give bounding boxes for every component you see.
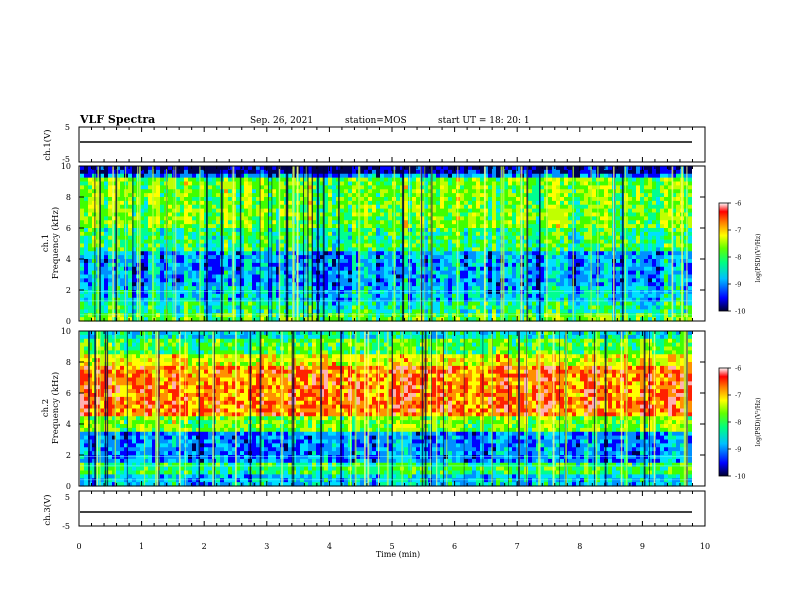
- ch2-colorbar: -6 -7 -8 -9 -10 log(PSD)(V²/Hz): [719, 365, 762, 481]
- ch1-voltage-panel: [79, 127, 705, 162]
- ch2-freq-ylabel: ch.2Frequency (kHz): [41, 372, 61, 444]
- ch1-voltage-ylabel: ch.1(V): [42, 129, 53, 160]
- colorbar-tick-label: -10: [735, 308, 745, 316]
- station-label: station=MOS: [345, 116, 407, 126]
- ch3-ytick-top: 5: [65, 493, 70, 502]
- ch1-colorbar-label: log(PSD)(V²/Hz): [755, 234, 762, 283]
- colorbar-tick-label: -8: [735, 254, 741, 262]
- ch1-colorbar: -6 -7 -8 -9 -10 log(PSD)(V²/Hz): [719, 200, 762, 316]
- colorbar-tick-label: -9: [735, 281, 741, 289]
- x-tick-label: 0: [76, 542, 81, 551]
- ch3-voltage-panel: [79, 491, 705, 526]
- start-time-label: start UT = 18: 20: 1: [438, 116, 530, 126]
- colorbar-tick-label: -6: [735, 200, 741, 208]
- ch2-spectrogram: [80, 331, 705, 487]
- chart-title: VLF Spectra: [79, 113, 155, 126]
- x-tick-label: 10: [700, 542, 710, 551]
- ch2-colorbar-label: log(PSD)(V²/Hz): [755, 398, 762, 447]
- x-tick-label: 8: [577, 542, 582, 551]
- freq-tick-label: 0: [66, 317, 71, 326]
- ch1-spectrogram: [80, 166, 705, 322]
- freq-tick-label: 6: [66, 224, 71, 233]
- x-tick-label: 2: [202, 542, 207, 551]
- x-tick-label: 7: [515, 542, 520, 551]
- freq-tick-label: 0: [66, 482, 71, 491]
- freq-tick-label: 6: [66, 389, 71, 398]
- freq-tick-label: 2: [66, 286, 71, 295]
- x-tick-label: 9: [640, 542, 645, 551]
- x-tick-label: 4: [327, 542, 332, 551]
- colorbar-tick-label: -9: [735, 446, 741, 454]
- x-tick-label: 6: [452, 542, 457, 551]
- freq-tick-label: 10: [61, 162, 71, 171]
- freq-tick-label: 4: [66, 420, 71, 429]
- freq-tick-label: 8: [66, 358, 71, 367]
- freq-tick-label: 4: [66, 255, 71, 264]
- x-axis-label: Time (min): [376, 550, 420, 559]
- ch1-ytick-top: 5: [65, 123, 70, 132]
- ch3-voltage-ylabel: ch.3(V): [42, 494, 53, 525]
- colorbar-tick-label: -7: [735, 227, 741, 235]
- x-tick-label: 3: [264, 542, 269, 551]
- freq-tick-label: 2: [66, 451, 71, 460]
- x-tick-label: 1: [139, 542, 144, 551]
- colorbar-tick-label: -6: [735, 365, 741, 373]
- date-label: Sep. 26, 2021: [250, 116, 313, 126]
- ch3-ytick-bottom: -5: [62, 522, 70, 531]
- freq-tick-label: 8: [66, 193, 71, 202]
- colorbar-tick-label: -10: [735, 473, 745, 481]
- freq-tick-label: 10: [61, 327, 71, 336]
- ch1-freq-ylabel: ch.1Frequency (kHz): [41, 207, 61, 279]
- colorbar-tick-label: -7: [735, 392, 741, 400]
- colorbar-tick-label: -8: [735, 419, 741, 427]
